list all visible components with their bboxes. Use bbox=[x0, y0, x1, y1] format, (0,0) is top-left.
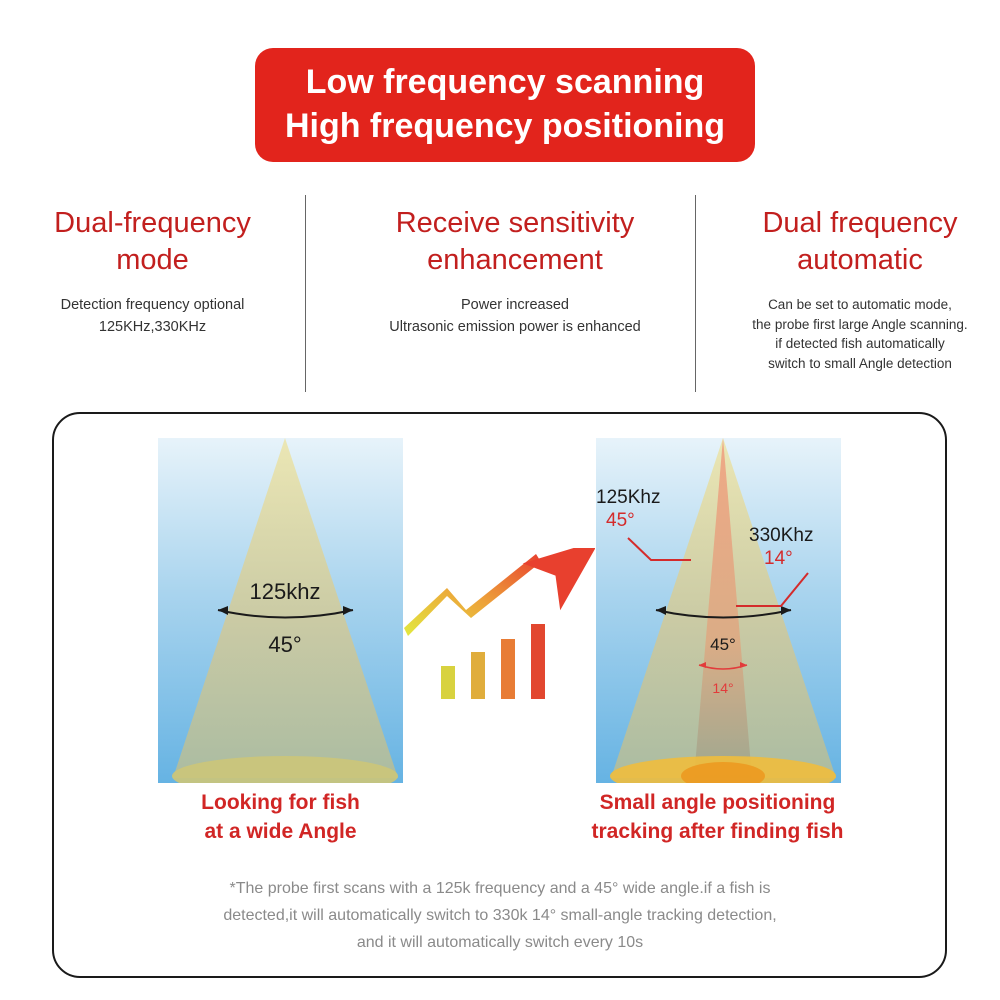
svg-text:125Khz: 125Khz bbox=[596, 487, 660, 508]
svg-text:14°: 14° bbox=[764, 548, 793, 569]
svg-text:14°: 14° bbox=[712, 680, 733, 696]
svg-text:45°: 45° bbox=[606, 510, 635, 531]
svg-text:45°: 45° bbox=[268, 632, 301, 657]
svg-text:45°: 45° bbox=[710, 635, 736, 654]
svg-text:125khz: 125khz bbox=[250, 579, 321, 604]
svg-text:330Khz: 330Khz bbox=[749, 525, 813, 546]
